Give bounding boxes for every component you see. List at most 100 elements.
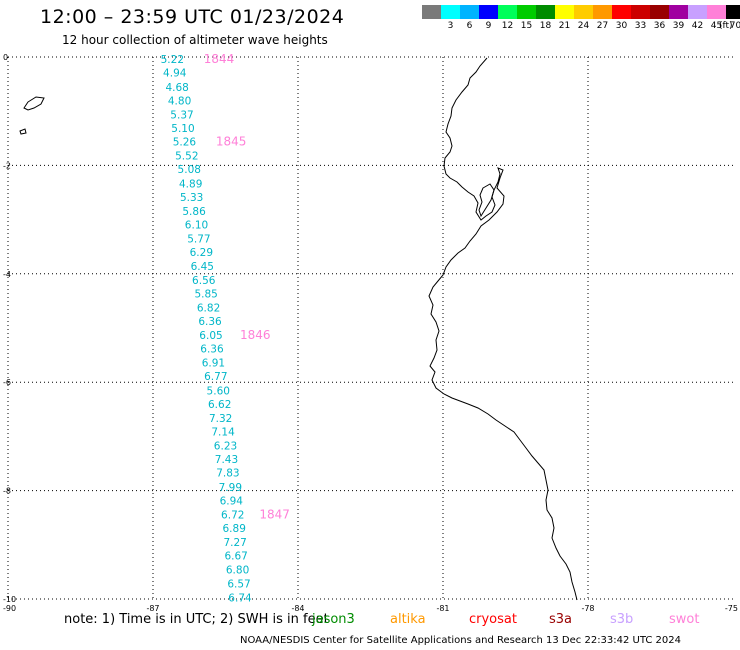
credit-footer: NOAA/NESDIS Center for Satellite Applica…: [240, 635, 682, 646]
legend-item: 36: [650, 5, 669, 31]
pass-number: 1847: [259, 507, 290, 521]
swh-value: 4.80: [168, 95, 191, 107]
legend-label: 3: [447, 21, 454, 31]
legend-swatch: [726, 5, 740, 19]
swh-value: 7.32: [209, 413, 232, 425]
lon-tick-label: -81: [436, 604, 449, 613]
satellite-swot: swot: [669, 612, 700, 627]
legend-swatch: [498, 5, 517, 19]
swh-value: 7.27: [223, 537, 246, 549]
galapagos-islet-outline: [19, 128, 27, 135]
swh-value: 6.62: [208, 399, 231, 411]
legend-label: 21: [558, 21, 571, 31]
swh-value: 4.89: [179, 178, 202, 190]
satellite-cryosat: cryosat: [469, 612, 517, 627]
swh-value: 6.23: [214, 441, 237, 453]
mainland-coastline: [428, 57, 578, 601]
legend-swatch: [555, 5, 574, 19]
swh-value: 5.26: [173, 137, 197, 149]
swh-value: 6.36: [200, 344, 224, 356]
legend-item: 33: [631, 5, 650, 31]
swh-value: 4.94: [163, 68, 187, 80]
swh-value: 5.33: [180, 192, 203, 204]
swh-value: 6.82: [197, 302, 220, 314]
swh-value: 6.89: [223, 523, 246, 535]
swh-value: 5.37: [170, 109, 193, 121]
legend-label: 6: [466, 21, 473, 31]
swh-value: 6.57: [227, 578, 250, 590]
lat-tick-label: -4: [3, 270, 11, 279]
legend-swatch: [441, 5, 460, 19]
map-subtitle: 12 hour collection of altimeter wave hei…: [62, 33, 328, 47]
satellite-altika: altika: [390, 612, 426, 627]
swh-value: 6.67: [224, 551, 247, 563]
swh-value: 5.22: [161, 54, 184, 66]
lon-tick-label: -78: [581, 604, 594, 613]
swh-value: 7.99: [219, 482, 242, 494]
lon-tick-label: -75: [725, 604, 738, 613]
lat-tick-label: -6: [3, 378, 11, 387]
legend-swatch: [688, 5, 707, 19]
legend-item: 3: [441, 5, 460, 31]
legend-swatch: [650, 5, 669, 19]
lat-tick-label: -10: [3, 595, 16, 604]
altimeter-track: 5.22 4.94 4.684.80 5.37 5.10 5.26 5.525.08 4.89…: [161, 54, 252, 604]
legend-unit: (ft): [719, 21, 733, 31]
swh-value: 6.74: [228, 592, 252, 604]
map-title: 12:00 – 23:59 UTC 01/23/2024: [40, 6, 345, 28]
lon-tick-label: -90: [3, 604, 16, 613]
coastline: [19, 57, 578, 601]
lat-lon-grid: [8, 57, 733, 599]
legend-item: 39: [669, 5, 688, 31]
legend-item: [422, 5, 441, 31]
swh-value: 7.83: [216, 468, 239, 480]
pass-numbers: 1844 1845 1846 1847: [204, 52, 290, 521]
legend-swatch: [536, 5, 555, 19]
legend-label: 30: [615, 21, 628, 31]
satellite-jason3: jason3: [312, 612, 355, 627]
satellite-s3a: s3a: [549, 612, 573, 627]
legend-label: 42: [691, 21, 704, 31]
pass-number: 1846: [240, 328, 271, 342]
swh-value: 6.72: [221, 509, 244, 521]
legend-item: 27: [593, 5, 612, 31]
swh-value: 6.91: [202, 358, 225, 370]
swh-value: 7.43: [215, 454, 238, 466]
swh-value: 6.45: [191, 261, 214, 273]
swh-value: 6.56: [192, 275, 216, 287]
swh-value: 5.77: [187, 234, 210, 246]
legend-swatch: [593, 5, 612, 19]
swh-value: 6.80: [226, 565, 249, 577]
legend-item: 15: [517, 5, 536, 31]
legend-label: 18: [539, 21, 552, 31]
legend-label: 15: [520, 21, 533, 31]
lat-tick-label: 0: [3, 53, 8, 62]
legend-swatch: [707, 5, 726, 19]
legend-item: 21: [555, 5, 574, 31]
legend-swatch: [631, 5, 650, 19]
legend-item: 70: [726, 5, 740, 31]
swh-value: 6.29: [190, 247, 213, 259]
lat-tick-label: -8: [3, 487, 11, 496]
galapagos-island-outline: [23, 96, 45, 111]
legend-item: 42: [688, 5, 707, 31]
swh-value: 6.77: [204, 371, 227, 383]
swh-value: 5.86: [182, 206, 206, 218]
legend-item: 12: [498, 5, 517, 31]
legend-label: 24: [577, 21, 590, 31]
swh-value: 7.14: [211, 427, 235, 439]
legend-swatch: [612, 5, 631, 19]
legend-label: 39: [672, 21, 685, 31]
satellite-s3b: s3b: [610, 612, 634, 627]
swh-value: 5.85: [194, 288, 217, 300]
swh-value: 6.05: [199, 330, 222, 342]
pass-number: 1845: [216, 135, 247, 149]
legend-item: 18: [536, 5, 555, 31]
legend-swatch: [517, 5, 536, 19]
map-frame: [7, 56, 733, 600]
legend-item: 9: [479, 5, 498, 31]
legend-label: 9: [485, 21, 492, 31]
legend-label: 12: [501, 21, 514, 31]
legend-swatch: [669, 5, 688, 19]
